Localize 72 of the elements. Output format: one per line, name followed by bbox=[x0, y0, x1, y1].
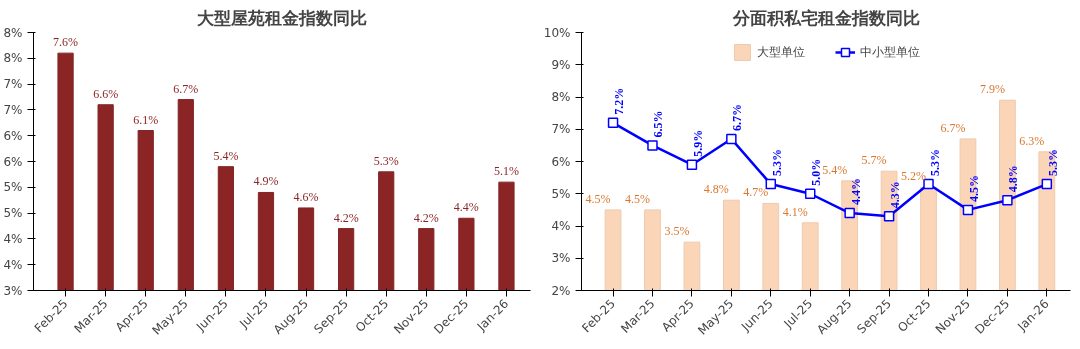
y-tick-label: 9% bbox=[551, 57, 571, 72]
point bbox=[647, 140, 658, 151]
data-label: 4.9% bbox=[253, 174, 279, 189]
data-label: 4.3% bbox=[888, 181, 903, 209]
point bbox=[844, 207, 855, 219]
y-tick-label: 8% bbox=[551, 90, 571, 104]
data-label: 5.3% bbox=[927, 149, 942, 177]
data-label: 6.3% bbox=[1019, 133, 1045, 148]
legend-label: 大型单位 bbox=[756, 43, 805, 61]
point bbox=[1002, 194, 1013, 206]
y-tick-label: 4% bbox=[551, 219, 571, 233]
y-tick-label: 5% bbox=[3, 206, 23, 221]
y-tick-label: 10% bbox=[543, 25, 571, 40]
data-label: 5.4% bbox=[822, 162, 848, 177]
data-label: 3.5% bbox=[664, 224, 690, 239]
data-label: 5.3% bbox=[769, 149, 784, 177]
y-tick-label: 7% bbox=[551, 122, 571, 137]
data-label: 5.3% bbox=[1045, 149, 1060, 177]
data-label: 5.4% bbox=[213, 148, 239, 163]
data-label: 4.4% bbox=[453, 200, 479, 215]
point bbox=[607, 117, 619, 129]
y-tick-label: 4% bbox=[3, 257, 23, 272]
point bbox=[804, 188, 816, 199]
y-tick-label: 7% bbox=[3, 77, 23, 92]
data-label: 4.5% bbox=[624, 191, 650, 206]
y-tick-label: 4% bbox=[3, 231, 23, 246]
data-label: 7.2% bbox=[612, 87, 627, 115]
point bbox=[883, 211, 895, 222]
chart-title: 分面积私宅租金指数同比 bbox=[731, 7, 920, 28]
data-label: 5.3% bbox=[373, 153, 399, 168]
data-label: 4.5% bbox=[966, 174, 981, 202]
data-label: 5.2% bbox=[901, 169, 927, 184]
data-label: 7.9% bbox=[979, 82, 1005, 97]
y-tick-label: 7% bbox=[3, 102, 23, 117]
data-label: 4.4% bbox=[848, 178, 863, 206]
data-label: 5.9% bbox=[690, 129, 705, 157]
y-tick-label: 6% bbox=[3, 128, 23, 143]
data-label: 4.7% bbox=[743, 185, 769, 200]
data-label: 4.6% bbox=[293, 189, 319, 204]
data-label: 6.6% bbox=[93, 86, 119, 101]
y-tick-label: 2% bbox=[551, 283, 571, 298]
data-label: 6.7% bbox=[730, 103, 745, 131]
data-label: 7.6% bbox=[53, 35, 79, 50]
data-label: 6.5% bbox=[651, 110, 666, 138]
data-label: 4.8% bbox=[1006, 165, 1021, 193]
data-label: 4.5% bbox=[585, 191, 611, 206]
data-label: 5.7% bbox=[861, 153, 887, 168]
data-label: 5.1% bbox=[493, 164, 519, 179]
data-label: 6.7% bbox=[940, 120, 966, 135]
y-tick-label: 6% bbox=[551, 154, 571, 169]
y-tick-label: 6% bbox=[3, 154, 23, 169]
point bbox=[726, 133, 737, 145]
point bbox=[1041, 178, 1053, 190]
y-tick-label: 5% bbox=[3, 180, 23, 195]
data-label: 6.7% bbox=[173, 81, 199, 96]
point bbox=[923, 178, 934, 190]
chart-title: 大型屋苑租金指数同比 bbox=[197, 7, 367, 28]
data-label: 4.2% bbox=[413, 210, 439, 225]
y-tick-label: 8% bbox=[3, 25, 23, 40]
y-tick-label: 8% bbox=[3, 51, 23, 66]
data-label: 4.2% bbox=[333, 210, 359, 225]
data-label: 4.1% bbox=[782, 204, 808, 219]
point bbox=[686, 159, 698, 170]
point bbox=[765, 178, 777, 190]
y-tick-label: 3% bbox=[3, 283, 23, 298]
y-tick-label: 3% bbox=[551, 251, 571, 266]
data-label: 5.0% bbox=[809, 158, 824, 186]
point bbox=[962, 204, 974, 216]
data-label: 4.8% bbox=[703, 182, 729, 197]
data-label: 6.1% bbox=[133, 112, 159, 127]
y-tick-label: 5% bbox=[551, 186, 571, 201]
legend-label: 中小型单位 bbox=[859, 43, 920, 61]
